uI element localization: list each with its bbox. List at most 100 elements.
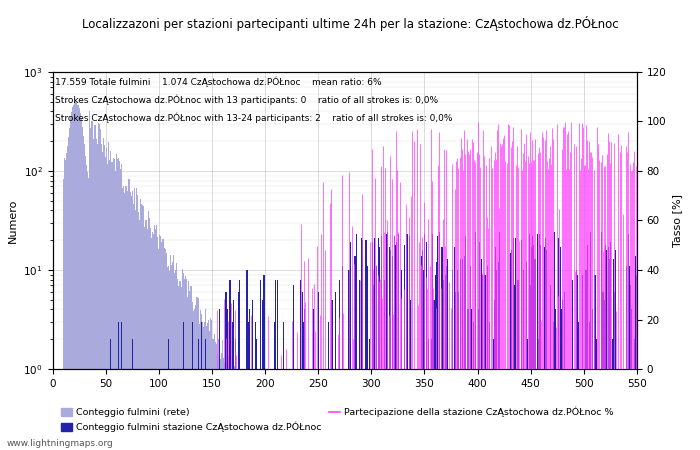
Bar <box>201 314 202 450</box>
Bar <box>356 369 357 450</box>
Bar <box>379 247 380 450</box>
Bar <box>438 369 439 450</box>
Y-axis label: Numero: Numero <box>8 198 18 243</box>
Bar <box>533 245 534 450</box>
Bar <box>354 256 355 450</box>
Bar <box>308 369 309 450</box>
Bar <box>554 369 556 450</box>
Bar <box>409 369 410 450</box>
Bar <box>577 274 578 450</box>
Bar <box>497 369 498 450</box>
Bar <box>255 322 256 450</box>
Bar <box>102 152 103 450</box>
Bar <box>447 259 449 450</box>
Bar <box>556 369 557 450</box>
Bar <box>499 232 500 450</box>
Bar <box>310 369 312 450</box>
Bar <box>573 369 574 450</box>
Bar <box>78 108 80 450</box>
Bar <box>613 369 614 450</box>
Bar <box>398 369 400 450</box>
Bar <box>390 250 391 450</box>
Bar <box>70 117 71 450</box>
Bar <box>424 369 425 450</box>
Bar <box>579 369 580 450</box>
Bar <box>596 369 597 450</box>
Bar <box>169 271 170 450</box>
Bar <box>433 369 435 450</box>
Bar <box>428 339 429 450</box>
Bar <box>253 369 254 450</box>
Bar <box>547 369 548 450</box>
Bar <box>168 339 169 450</box>
Bar <box>303 322 304 450</box>
Bar <box>138 212 139 450</box>
Bar <box>544 369 545 450</box>
Bar <box>248 310 250 450</box>
Bar <box>636 274 638 450</box>
Bar <box>545 369 546 450</box>
Bar <box>136 188 137 450</box>
Bar <box>488 369 489 450</box>
Bar <box>212 339 214 450</box>
Bar <box>203 369 204 450</box>
Bar <box>605 245 606 450</box>
Bar <box>531 369 532 450</box>
Bar <box>335 369 336 450</box>
Bar <box>188 281 189 450</box>
Bar <box>69 128 70 450</box>
Bar <box>396 369 398 450</box>
Bar <box>443 279 444 450</box>
Bar <box>358 369 359 450</box>
Bar <box>179 281 181 450</box>
Bar <box>170 255 171 450</box>
Bar <box>329 369 330 450</box>
Bar <box>577 369 578 450</box>
Bar <box>133 204 134 450</box>
Bar <box>529 234 530 450</box>
Bar <box>285 369 286 450</box>
Bar <box>595 369 596 450</box>
Bar <box>459 369 460 450</box>
Bar <box>166 253 167 450</box>
Bar <box>626 266 627 450</box>
Bar <box>412 369 413 450</box>
Bar <box>127 191 129 450</box>
Bar <box>538 339 539 450</box>
Bar <box>449 369 451 450</box>
Bar <box>419 369 420 450</box>
Bar <box>353 369 354 450</box>
Bar <box>384 369 386 450</box>
Bar <box>84 144 85 450</box>
Bar <box>121 322 122 450</box>
Bar <box>492 369 493 450</box>
Bar <box>258 369 259 450</box>
Bar <box>423 369 424 450</box>
Bar <box>263 369 265 450</box>
Bar <box>556 369 558 450</box>
Bar <box>365 369 367 450</box>
Bar <box>372 243 373 450</box>
Bar <box>417 369 419 450</box>
Bar <box>68 137 69 450</box>
Bar <box>455 292 456 450</box>
Bar <box>267 369 269 450</box>
Bar <box>395 369 396 450</box>
Bar <box>74 98 76 450</box>
Bar <box>274 369 275 450</box>
Bar <box>423 270 424 450</box>
Bar <box>135 210 136 450</box>
Bar <box>527 339 528 450</box>
Bar <box>521 369 522 450</box>
Bar <box>495 369 496 450</box>
Bar <box>246 270 248 450</box>
Bar <box>617 369 618 450</box>
Bar <box>478 369 480 450</box>
Bar <box>174 273 175 450</box>
Bar <box>62 180 64 450</box>
Bar <box>498 369 499 450</box>
Bar <box>155 229 156 450</box>
Bar <box>339 369 340 450</box>
Bar <box>632 369 634 450</box>
Y-axis label: Tasso [%]: Tasso [%] <box>672 194 682 247</box>
